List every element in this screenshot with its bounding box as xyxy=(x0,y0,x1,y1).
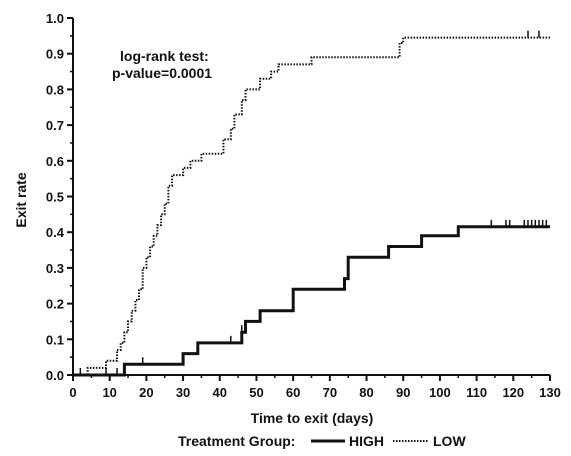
x-tick-label: 130 xyxy=(539,385,561,400)
legend-label-low: LOW xyxy=(433,433,466,449)
legend-title: Treatment Group: xyxy=(178,433,295,449)
y-tick-label: 0.2 xyxy=(46,297,64,312)
x-tick-label: 0 xyxy=(69,385,76,400)
x-axis-title: Time to exit (days) xyxy=(251,410,374,426)
annotation-line-2: p-value=0.0001 xyxy=(112,65,212,81)
y-tick-label: 0.8 xyxy=(46,82,64,97)
legend-label-high: HIGH xyxy=(349,433,384,449)
x-tick-label: 60 xyxy=(286,385,300,400)
series-line-high xyxy=(73,225,550,377)
y-tick-label: 0.3 xyxy=(46,261,64,276)
y-tick-label: 0.7 xyxy=(46,118,64,133)
y-tick-label: 0.0 xyxy=(46,368,64,383)
x-tick-label: 40 xyxy=(213,385,227,400)
x-tick-label: 20 xyxy=(139,385,153,400)
annotation-line-1: log-rank test: xyxy=(120,48,209,64)
x-tick-label: 110 xyxy=(466,385,487,400)
y-tick-label: 0.4 xyxy=(46,225,65,240)
y-tick-label: 1.0 xyxy=(46,11,64,26)
y-tick-label: 0.5 xyxy=(46,190,64,205)
y-tick-label: 0.1 xyxy=(46,332,64,347)
series-line-low xyxy=(73,36,550,376)
x-axis: 0 10 20 30 40 50 60 70 80 90 100 110 120 130 xyxy=(69,374,561,400)
x-tick-label: 100 xyxy=(429,385,451,400)
x-tick-label: 70 xyxy=(323,385,337,400)
series-layer xyxy=(73,30,550,377)
y-axis: 0.0 0.1 0.2 0.3 0.4 0.5 0.6 0.7 0.8 0.9 1.0 xyxy=(46,11,74,383)
x-tick-label: 10 xyxy=(102,385,116,400)
x-tick-label: 30 xyxy=(176,385,190,400)
x-tick-label: 120 xyxy=(502,385,524,400)
x-tick-label: 50 xyxy=(249,385,263,400)
y-tick-label: 0.6 xyxy=(46,154,64,169)
x-tick-label: 90 xyxy=(396,385,410,400)
x-tick-label: 80 xyxy=(359,385,373,400)
legend: Treatment Group: HIGH LOW xyxy=(178,433,466,449)
y-tick-label: 0.9 xyxy=(46,47,64,62)
y-axis-title: Exit rate xyxy=(13,172,29,227)
